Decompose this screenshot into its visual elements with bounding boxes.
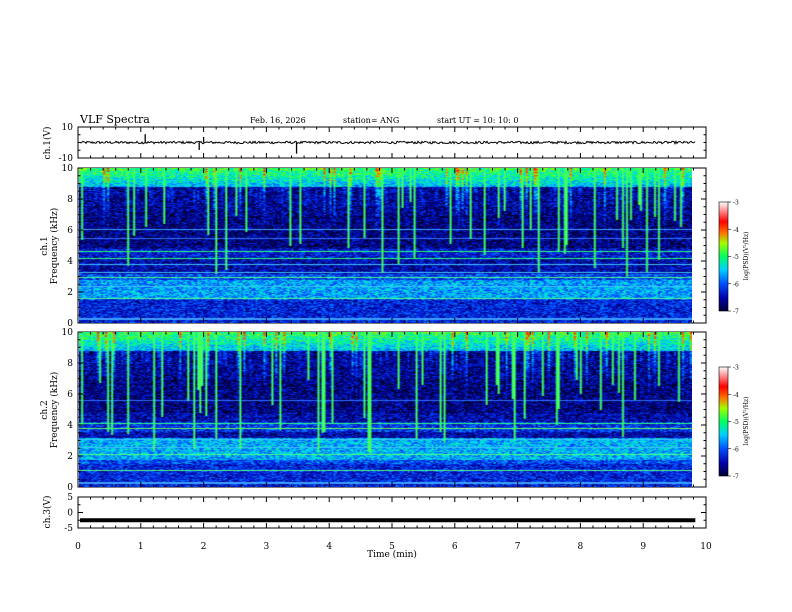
ch1-waveform-trace [79, 140, 696, 145]
y-tick-label: 10 [62, 164, 74, 174]
colorbar-tick-label: -3 [733, 200, 739, 207]
ch1-spikes [144, 134, 298, 154]
y-tick-label: -5 [64, 524, 73, 534]
y-tick-label: 4 [67, 421, 73, 431]
x-tick-label: 2 [201, 542, 207, 552]
y-tick-label: 4 [67, 257, 73, 267]
colorbar-tick-label: -4 [733, 227, 739, 234]
x-tick-label: 3 [264, 542, 270, 552]
ch1-colorbar [718, 201, 729, 312]
y-tick-label: 2 [67, 288, 73, 298]
colorbar-tick-label: -6 [733, 446, 739, 453]
colorbar-tick-label: -5 [733, 254, 739, 261]
ch1-ylabel: ch.1(V) [42, 127, 53, 160]
x-tick-label: 10 [700, 542, 712, 552]
y-tick-label: 8 [67, 195, 73, 205]
colorbar-tick-label: -4 [733, 392, 739, 399]
x-axis-label: Time (min) [367, 549, 417, 560]
colorbar-tick-label: -7 [733, 309, 739, 316]
ch1-colorbar-label: log(PSD)(V²/Hz) [743, 232, 750, 281]
colorbar-tick-label: -6 [733, 281, 739, 288]
y-tick-label: 5 [67, 493, 73, 503]
x-tick-label: 0 [75, 542, 81, 552]
ch2-colorbar-label: log(PSD)(V²/Hz) [743, 397, 750, 446]
ch2-spec-ylabel: ch.2 [40, 400, 50, 419]
y-tick-label: 10 [62, 328, 74, 338]
x-tick-label: 5 [389, 542, 395, 552]
y-tick-label: 0 [67, 509, 73, 519]
chart-title: VLF Spectra [79, 113, 150, 126]
ch3-waveform-trace [80, 518, 696, 523]
y-tick-label: 8 [67, 359, 73, 369]
ch1-freq-ylabel: Frequency (kHz) [49, 208, 60, 285]
colorbar-tick-label: -5 [733, 419, 739, 426]
ch3-ylabel: ch.3(V) [42, 496, 53, 529]
ch2-colorbar [718, 366, 729, 477]
colorbar-tick-label: -3 [733, 365, 739, 372]
y-tick-label: 6 [67, 390, 73, 400]
y-tick-label: 10 [62, 123, 74, 133]
ch1-spectrogram-image [79, 168, 692, 323]
y-tick-label: 6 [67, 226, 73, 236]
y-tick-label: -10 [59, 154, 74, 164]
ch2-spectrogram-image [79, 332, 692, 487]
colorbar-tick-label: -7 [733, 474, 739, 481]
y-tick-label: 0 [67, 319, 73, 329]
axis-ticks [77, 126, 707, 529]
x-tick-label: 6 [452, 542, 458, 552]
y-tick-label: 2 [67, 452, 73, 462]
date-label: Feb. 16, 2026 [250, 116, 306, 125]
x-tick-label: 7 [515, 542, 521, 552]
ch2-freq-ylabel: Frequency (kHz) [49, 372, 60, 449]
x-tick-label: 1 [138, 542, 144, 552]
station-label: station= ANG [343, 116, 399, 125]
y-tick-label: 0 [67, 483, 73, 493]
start-time-label: start UT = 10: 10: 0 [437, 116, 518, 125]
colorbar-ticks: -3 -4 -5 -6 -7 -3 -4 -5 -6 -7 [728, 200, 739, 481]
ch1-spec-ylabel: ch.1 [40, 236, 50, 255]
x-tick-label: 4 [326, 542, 332, 552]
x-tick-label: 9 [640, 542, 646, 552]
x-tick-label: 8 [578, 542, 584, 552]
